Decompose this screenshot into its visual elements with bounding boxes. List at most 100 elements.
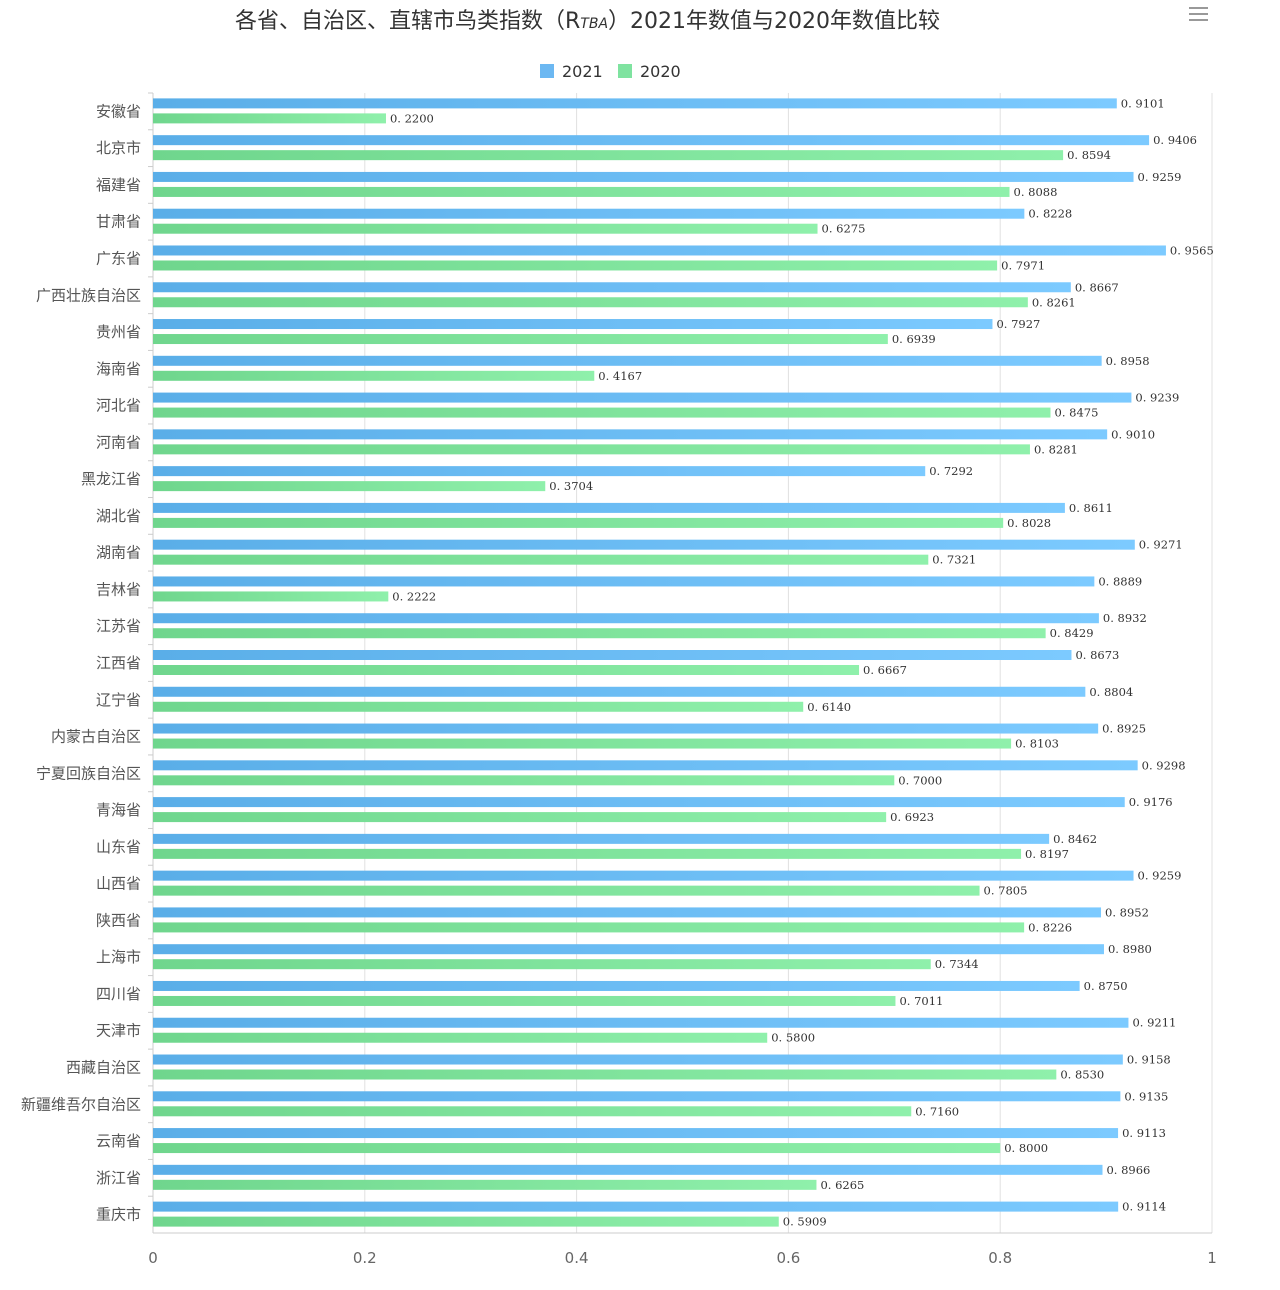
bar-2020[interactable] xyxy=(153,113,386,124)
hamburger-menu-icon[interactable] xyxy=(1186,2,1212,26)
bar-2021[interactable] xyxy=(153,833,1050,844)
category-label: 宁夏回族自治区 xyxy=(36,764,141,782)
data-label-2020: 0. 8475 xyxy=(1055,406,1099,420)
bar-2020[interactable] xyxy=(153,1216,779,1227)
category-label: 广西壮族自治区 xyxy=(36,286,141,304)
bar-2021[interactable] xyxy=(153,1054,1123,1065)
bar-2020[interactable] xyxy=(153,885,980,896)
bar-2021[interactable] xyxy=(153,760,1138,771)
bar-2020[interactable] xyxy=(153,701,804,712)
bar-2021[interactable] xyxy=(153,98,1117,109)
bar-2020[interactable] xyxy=(153,665,860,675)
bar-2021[interactable] xyxy=(153,1201,1119,1212)
data-label-2021: 0. 8228 xyxy=(1028,207,1072,221)
bar-2021[interactable] xyxy=(153,135,1150,146)
data-label-2020: 0. 8530 xyxy=(1060,1068,1104,1082)
bar-2020[interactable] xyxy=(153,334,888,345)
bar-2020[interactable] xyxy=(153,554,929,565)
bar-2020[interactable] xyxy=(153,1106,912,1117)
bar-2020[interactable] xyxy=(153,1032,768,1043)
data-label-2020: 0. 7344 xyxy=(935,957,979,971)
category-label: 青海省 xyxy=(96,801,141,819)
legend-label-2021: 2021 xyxy=(562,62,603,81)
bar-2021[interactable] xyxy=(153,1164,1103,1175)
x-tick-label: 0.6 xyxy=(776,1249,800,1267)
legend-item-2020[interactable]: 2020 xyxy=(618,62,681,81)
category-label: 内蒙古自治区 xyxy=(51,728,141,746)
category-label: 辽宁省 xyxy=(96,691,141,709)
bar-2021[interactable] xyxy=(153,613,1099,624)
bar-2020[interactable] xyxy=(153,1143,1001,1154)
bar-2021[interactable] xyxy=(153,355,1102,366)
data-label-2021: 0. 9259 xyxy=(1138,170,1182,184)
bar-2020[interactable] xyxy=(153,407,1051,418)
data-label-2020: 0. 8594 xyxy=(1067,148,1111,162)
bar-2021[interactable] xyxy=(153,245,1166,256)
bar-2020[interactable] xyxy=(153,260,998,271)
bar-2020[interactable] xyxy=(153,775,895,786)
data-label-2021: 0. 9010 xyxy=(1111,427,1155,441)
data-label-2020: 0. 6275 xyxy=(822,222,866,236)
bar-2020[interactable] xyxy=(153,591,389,602)
bar-2021[interactable] xyxy=(153,797,1125,808)
bar-2020[interactable] xyxy=(153,812,887,823)
category-label: 湖南省 xyxy=(96,544,141,562)
data-label-2020: 0. 7160 xyxy=(915,1104,959,1118)
bar-2020[interactable] xyxy=(153,738,1012,749)
bar-2020[interactable] xyxy=(153,370,595,381)
data-label-2020: 0. 8281 xyxy=(1034,442,1078,456)
legend-item-2021[interactable]: 2021 xyxy=(540,62,603,81)
category-label: 河北省 xyxy=(96,397,141,415)
data-label-2020: 0. 8088 xyxy=(1014,185,1058,199)
bar-2021[interactable] xyxy=(153,208,1025,219)
category-axis: 安徽省北京市福建省甘肃省广东省广西壮族自治区贵州省海南省河北省河南省黑龙江省湖北… xyxy=(21,92,153,1224)
bar-2021[interactable] xyxy=(153,944,1104,955)
bar-2020[interactable] xyxy=(153,995,896,1006)
legend: 2021 2020 xyxy=(540,62,681,81)
bar-2021[interactable] xyxy=(153,870,1134,881)
bar-2020[interactable] xyxy=(153,444,1030,455)
bar-2021[interactable] xyxy=(153,429,1108,440)
bar-2020[interactable] xyxy=(153,517,1004,528)
legend-swatch-2021 xyxy=(540,64,554,78)
bar-2020[interactable] xyxy=(153,959,931,970)
title-main: 各省、自治区、直辖市鸟类指数（R xyxy=(235,9,580,34)
data-label-2021: 0. 9176 xyxy=(1129,795,1173,809)
x-tick-label: 0.2 xyxy=(353,1249,377,1267)
bar-2020[interactable] xyxy=(153,628,1046,639)
bar-2021[interactable] xyxy=(153,907,1102,918)
bar-2021[interactable] xyxy=(153,1128,1119,1139)
chart-title: 各省、自治区、直辖市鸟类指数（RTBA）2021年数值与2020年数值比较 xyxy=(235,9,940,34)
bar-2021[interactable] xyxy=(153,1017,1129,1028)
data-label-2021: 0. 9271 xyxy=(1139,538,1183,552)
bar-2020[interactable] xyxy=(153,186,1010,197)
bar-2020[interactable] xyxy=(153,481,546,492)
bar-2020[interactable] xyxy=(153,223,818,234)
bar-2020[interactable] xyxy=(153,848,1022,859)
data-label-2021: 0. 8958 xyxy=(1106,354,1150,368)
data-label-2020: 0. 8226 xyxy=(1028,920,1072,934)
bar-2021[interactable] xyxy=(153,980,1080,991)
bar-2021[interactable] xyxy=(153,282,1071,293)
bar-2021[interactable] xyxy=(153,319,993,330)
bar-2020[interactable] xyxy=(153,1179,817,1190)
bar-2021[interactable] xyxy=(153,392,1132,403)
bar-2021[interactable] xyxy=(153,171,1134,182)
bar-2021[interactable] xyxy=(153,650,1072,660)
data-label-2021: 0. 7927 xyxy=(996,317,1040,331)
data-label-2021: 0. 8611 xyxy=(1069,501,1113,515)
bar-2021[interactable] xyxy=(153,576,1095,587)
data-label-2020: 0. 5909 xyxy=(783,1215,827,1229)
bar-2020[interactable] xyxy=(153,297,1028,308)
bar-2021[interactable] xyxy=(153,502,1065,513)
bar-2021[interactable] xyxy=(153,539,1135,550)
bar-2020[interactable] xyxy=(153,150,1064,161)
bar-2021[interactable] xyxy=(153,466,926,477)
bar-2021[interactable] xyxy=(153,1091,1121,1102)
bar-2020[interactable] xyxy=(153,922,1025,933)
bar-2020[interactable] xyxy=(153,1069,1057,1080)
data-label-2020: 0. 7000 xyxy=(898,773,942,787)
data-label-2020: 0. 5800 xyxy=(771,1031,815,1045)
bar-2021[interactable] xyxy=(153,686,1086,697)
bar-2021[interactable] xyxy=(153,723,1099,734)
